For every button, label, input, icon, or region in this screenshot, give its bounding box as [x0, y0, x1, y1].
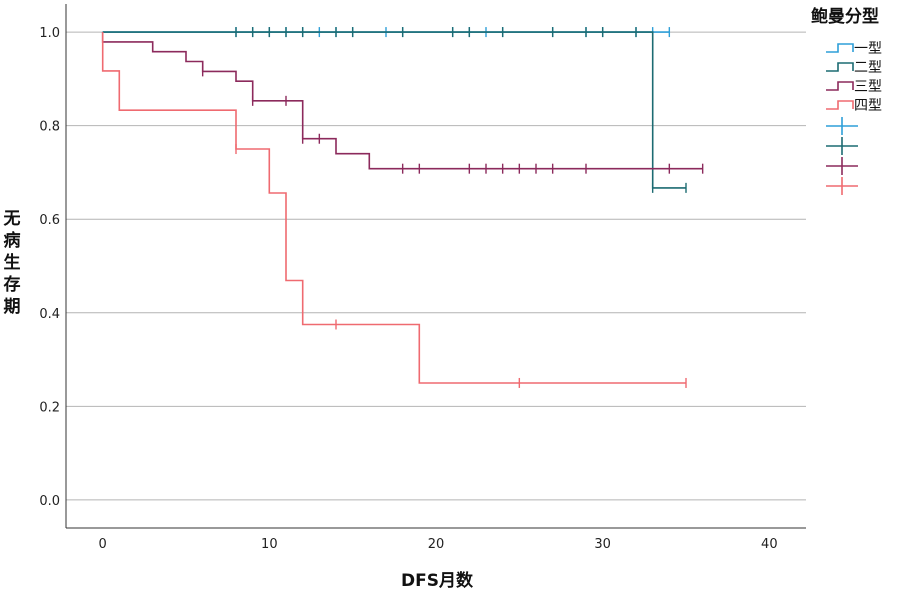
legend-entry-label: 一型 — [854, 41, 882, 57]
x-tick-label: 30 — [594, 537, 611, 552]
y-tick-label: 1.0 — [39, 26, 60, 41]
x-tick-label: 0 — [99, 537, 107, 552]
tick-labels: 0 10 20 30 40 0.0 0.2 0.4 0.6 0.8 1.0 — [39, 26, 777, 552]
series-lines — [101, 27, 704, 388]
series-line — [102, 31, 686, 189]
series-2 — [102, 27, 687, 193]
legend-entry-label: 四型 — [854, 98, 882, 114]
y-axis-title-char: 无 — [3, 209, 21, 229]
y-tick-label: 0.4 — [39, 307, 60, 322]
y-axis-title-char: 生 — [4, 252, 21, 273]
x-tick-label: 20 — [428, 537, 445, 552]
series-4 — [101, 32, 687, 388]
y-axis-title-char: 病 — [4, 230, 21, 251]
y-tick-label: 0.2 — [39, 400, 60, 415]
legend-entry-label: 三型 — [854, 79, 882, 95]
x-axis-title: DFS月数 — [401, 570, 474, 591]
series-3 — [101, 32, 704, 174]
y-tick-label: 0.0 — [39, 494, 60, 509]
legend-line-symbol — [826, 81, 854, 91]
y-axis-title: 无病生存期 — [3, 209, 21, 317]
y-axis-title-char: 存 — [4, 274, 21, 295]
legend-entry-label: 二型 — [854, 60, 882, 76]
legend-line-symbol — [826, 62, 854, 72]
x-tick-label: 40 — [761, 537, 778, 552]
series-line — [101, 32, 703, 170]
x-tick-label: 10 — [261, 537, 278, 552]
legend-line-symbol — [826, 43, 854, 53]
series-line — [101, 32, 686, 384]
axes — [65, 4, 806, 529]
y-axis-title-char: 期 — [4, 297, 21, 317]
y-tick-label: 0.8 — [39, 120, 60, 135]
legend-line-symbol — [826, 100, 854, 110]
gridlines — [66, 31, 806, 501]
y-tick-label: 0.6 — [39, 213, 60, 228]
legend-title: 鲍曼分型 — [811, 6, 879, 27]
